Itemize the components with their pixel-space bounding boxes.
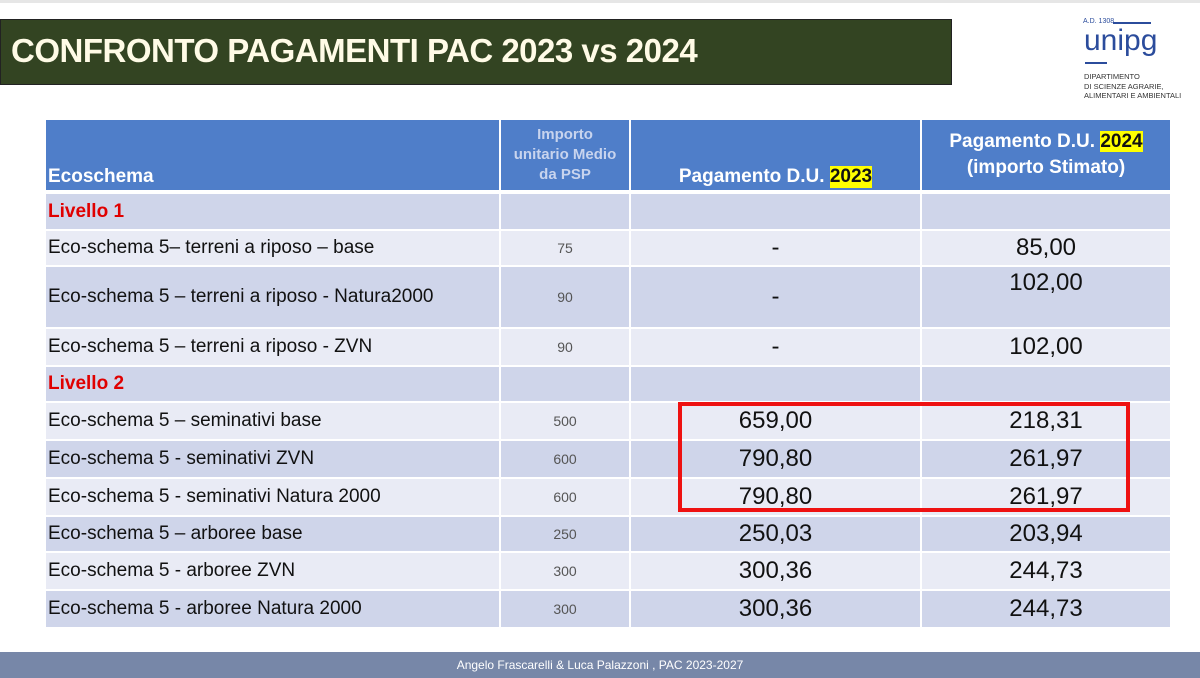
row-pagamento-2023: - bbox=[631, 267, 920, 327]
row-psp bbox=[501, 367, 629, 401]
slide-title: CONFRONTO PAGAMENTI PAC 2023 vs 2024 bbox=[11, 32, 698, 69]
row-psp: 75 bbox=[501, 231, 629, 265]
header-text: Pagamento D.U. bbox=[949, 131, 1101, 152]
header-pagamento-2023: Pagamento D.U. 2023 bbox=[631, 120, 920, 190]
highlight-year: 2024 bbox=[1100, 131, 1143, 152]
header-line: da PSP bbox=[539, 166, 591, 183]
header-text: Pagamento D.U. bbox=[678, 166, 830, 187]
dept-line: ALIMENTARI E AMBIENTALI bbox=[1084, 91, 1182, 100]
row-psp: 300 bbox=[501, 591, 629, 627]
row-label: Eco-schema 5 - arboree ZVN bbox=[46, 553, 499, 589]
row-label: Eco-schema 5 - seminativi ZVN bbox=[46, 441, 499, 477]
title-bar: CONFRONTO PAGAMENTI PAC 2023 vs 2024 bbox=[0, 19, 952, 85]
row-pagamento-2023: - bbox=[631, 231, 920, 265]
row-psp: 500 bbox=[501, 403, 629, 439]
row-pagamento-2024: 244,73 bbox=[922, 591, 1170, 627]
dept-line: DIPARTIMENTO bbox=[1084, 72, 1140, 81]
row-pagamento-2023 bbox=[631, 367, 920, 401]
header-importo: Importo unitario Medio da PSP bbox=[501, 120, 629, 190]
header-ecoschema: Ecoschema bbox=[46, 120, 499, 190]
header-line: unitario Medio bbox=[513, 146, 617, 163]
dept-line: DI SCIENZE AGRARIE, bbox=[1084, 81, 1164, 91]
row-label: Eco-schema 5 – arboree base bbox=[46, 517, 499, 551]
highlight-year: 2023 bbox=[829, 166, 873, 188]
logo-name: unipg bbox=[1084, 24, 1158, 57]
row-pagamento-2024: 102,00 bbox=[922, 267, 1170, 327]
header-pagamento-2024: Pagamento D.U. 2024 (importo Stimato) bbox=[922, 120, 1170, 190]
footer: Angelo Frascarelli & Luca Palazzoni , PA… bbox=[0, 652, 1200, 678]
row-label: Eco-schema 5 – terreni a riposo - ZVN bbox=[46, 329, 499, 365]
row-pagamento-2023: 300,36 bbox=[631, 591, 920, 627]
row-label: Eco-schema 5– terreni a riposo – base bbox=[46, 231, 499, 265]
highlight-box bbox=[678, 402, 1130, 512]
row-pagamento-2023: 250,03 bbox=[631, 517, 920, 551]
row-pagamento-2024 bbox=[922, 194, 1170, 229]
row-psp: 600 bbox=[501, 441, 629, 477]
logo-underline bbox=[1085, 62, 1107, 64]
row-psp: 300 bbox=[501, 553, 629, 589]
row-psp: 90 bbox=[501, 329, 629, 365]
header-line: Importo bbox=[537, 126, 593, 143]
logo-line bbox=[1113, 22, 1151, 24]
row-pagamento-2024 bbox=[922, 367, 1170, 401]
logo-year: A.D. 1308 bbox=[1083, 18, 1115, 25]
row-pagamento-2023: - bbox=[631, 329, 920, 365]
row-pagamento-2023: 300,36 bbox=[631, 553, 920, 589]
row-label: Eco-schema 5 - arboree Natura 2000 bbox=[46, 591, 499, 627]
header-subtitle: (importo Stimato) bbox=[966, 157, 1126, 178]
row-pagamento-2024: 85,00 bbox=[922, 231, 1170, 265]
row-psp: 90 bbox=[501, 267, 629, 327]
row-label: Eco-schema 5 - seminativi Natura 2000 bbox=[46, 479, 499, 515]
row-psp bbox=[501, 194, 629, 229]
row-psp: 250 bbox=[501, 517, 629, 551]
row-pagamento-2024: 244,73 bbox=[922, 553, 1170, 589]
row-label: Livello 2 bbox=[46, 367, 499, 401]
row-pagamento-2023 bbox=[631, 194, 920, 229]
top-border bbox=[0, 0, 1200, 3]
row-label: Eco-schema 5 – terreni a riposo - Natura… bbox=[46, 267, 499, 327]
row-label: Livello 1 bbox=[46, 194, 499, 229]
row-pagamento-2024: 102,00 bbox=[922, 329, 1170, 365]
logo-department: DIPARTIMENTO DI SCIENZE AGRARIE, ALIMENT… bbox=[1084, 72, 1181, 101]
row-psp: 600 bbox=[501, 479, 629, 515]
row-label: Eco-schema 5 – seminativi base bbox=[46, 403, 499, 439]
row-pagamento-2024: 203,94 bbox=[922, 517, 1170, 551]
unipg-logo: A.D. 1308 unipg DIPARTIMENTO DI SCIENZE … bbox=[1083, 18, 1198, 108]
